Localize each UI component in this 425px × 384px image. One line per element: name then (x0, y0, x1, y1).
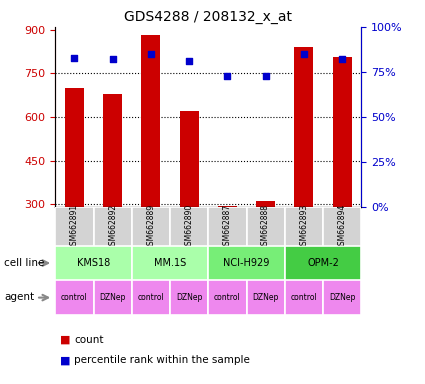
Bar (256, 201, 275, 292)
Text: agent: agent (4, 292, 34, 302)
Bar (285, 246, 361, 280)
Bar (208, 280, 246, 315)
Point (300, 51, 307, 57)
Bar (218, 206, 237, 292)
Bar (55, 207, 94, 246)
Bar (285, 280, 323, 315)
Bar (141, 35, 160, 292)
Bar (285, 207, 323, 246)
Text: KMS18: KMS18 (77, 258, 110, 268)
Bar (55, 280, 94, 315)
Bar (246, 280, 285, 315)
Text: DZNep: DZNep (99, 293, 126, 302)
Bar (132, 246, 208, 280)
Text: GSM662890: GSM662890 (184, 204, 194, 250)
Point (262, 73, 269, 79)
Text: GSM662894: GSM662894 (337, 204, 347, 250)
Bar (323, 207, 361, 246)
Bar (208, 246, 285, 280)
Text: ■: ■ (60, 355, 70, 365)
Point (109, 56, 116, 63)
Bar (294, 47, 313, 292)
Bar (55, 246, 132, 280)
Bar (94, 280, 132, 315)
Text: OPM-2: OPM-2 (307, 258, 339, 268)
Text: ■: ■ (60, 335, 70, 345)
Text: GSM662888: GSM662888 (261, 204, 270, 250)
Text: control: control (138, 293, 164, 302)
Text: NCI-H929: NCI-H929 (223, 258, 270, 268)
Bar (332, 56, 351, 292)
Text: MM.1S: MM.1S (154, 258, 186, 268)
Point (147, 51, 154, 57)
Bar (323, 280, 361, 315)
Point (71, 55, 78, 61)
Bar (246, 207, 285, 246)
Bar (179, 111, 198, 292)
Title: GDS4288 / 208132_x_at: GDS4288 / 208132_x_at (124, 10, 292, 25)
Text: percentile rank within the sample: percentile rank within the sample (74, 355, 250, 365)
Bar (132, 207, 170, 246)
Text: DZNep: DZNep (329, 293, 355, 302)
Bar (170, 280, 208, 315)
Text: control: control (61, 293, 88, 302)
Text: GSM662892: GSM662892 (108, 204, 117, 250)
Text: cell line: cell line (4, 258, 45, 268)
Bar (208, 207, 246, 246)
Bar (103, 94, 122, 292)
Text: control: control (214, 293, 241, 302)
Text: GSM662893: GSM662893 (299, 204, 309, 250)
Text: DZNep: DZNep (252, 293, 279, 302)
Bar (65, 88, 84, 292)
Point (339, 56, 346, 63)
Text: GSM662889: GSM662889 (146, 204, 156, 250)
Text: GSM662891: GSM662891 (70, 204, 79, 250)
Bar (132, 280, 170, 315)
Bar (170, 207, 208, 246)
Point (186, 58, 193, 64)
Text: GSM662887: GSM662887 (223, 204, 232, 250)
Bar (94, 207, 132, 246)
Point (224, 73, 231, 79)
Text: count: count (74, 335, 104, 345)
Text: DZNep: DZNep (176, 293, 202, 302)
Text: control: control (291, 293, 317, 302)
